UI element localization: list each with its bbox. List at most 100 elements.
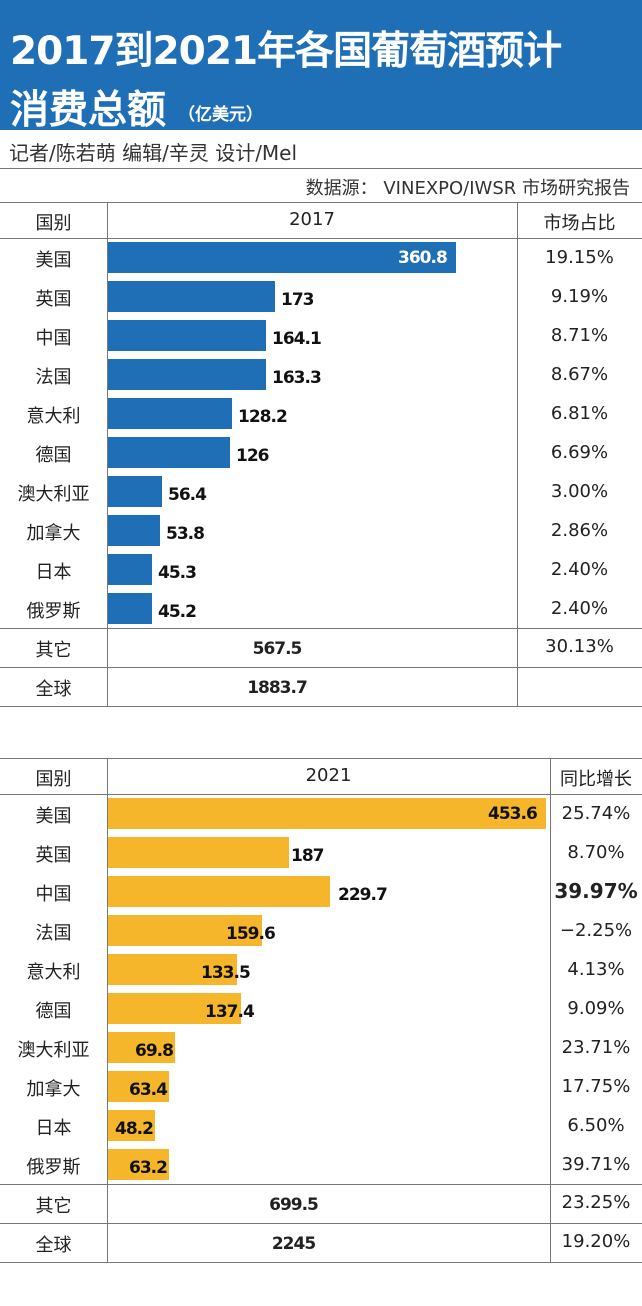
bar-2017 (108, 281, 275, 312)
bar-2017 (108, 554, 152, 585)
bar-2017 (108, 359, 266, 390)
table-row-line (0, 706, 642, 707)
country-label: 俄罗斯 (26, 601, 81, 622)
divider (0, 168, 642, 169)
extra-value: 8.67% (550, 364, 609, 385)
extra-value: 8.70% (567, 842, 625, 863)
bar-2017 (108, 593, 152, 624)
bar-value-label: 163.3 (272, 368, 322, 388)
bar-2017 (108, 398, 232, 429)
bar-value-label: 187 (291, 846, 324, 866)
bar-value-label: 229.7 (338, 885, 388, 905)
bar-value-label: 360.8 (398, 248, 448, 268)
country-label: 德国 (35, 1001, 72, 1022)
country-label: 日本 (35, 1118, 72, 1139)
row-total-value: 699.5 (269, 1195, 319, 1215)
row-total-value: 567.5 (252, 639, 303, 659)
bar-value-label: 48.2 (115, 1119, 154, 1139)
title-line-1: 2017到2021年各国葡萄酒预计 (10, 29, 562, 74)
bar-value-label: 53.8 (166, 524, 205, 544)
country-label: 美国 (35, 250, 72, 271)
extra-value: −2.25% (559, 920, 633, 941)
country-label: 意大利 (26, 962, 81, 983)
country-label: 日本 (35, 562, 72, 583)
extra-value: 6.81% (550, 403, 609, 424)
country-label: 中国 (35, 884, 72, 905)
header-year: 2017 (289, 209, 335, 230)
extra-value: 9.19% (550, 286, 609, 307)
extra-value: 2.86% (550, 520, 609, 541)
table-row-line (0, 1223, 642, 1224)
table-col-line (517, 202, 518, 706)
bar-2021 (108, 993, 241, 1024)
bar-value-label: 69.8 (135, 1041, 174, 1061)
country-label: 意大利 (26, 406, 81, 427)
bar-value-label: 128.2 (238, 407, 288, 427)
bar-value-label: 56.4 (168, 485, 207, 505)
row-label: 全球 (35, 679, 72, 700)
row-total-value: 2245 (271, 1234, 316, 1254)
bar-value-label: 453.6 (488, 804, 538, 824)
bar-value-label: 164.1 (272, 329, 322, 349)
bar-2021 (108, 954, 237, 985)
extra-value: 2.40% (550, 559, 609, 580)
header-year: 2021 (305, 765, 352, 786)
extra-value: 9.09% (567, 998, 625, 1019)
row-total-value: 1883.7 (247, 678, 308, 698)
country-label: 加拿大 (26, 523, 81, 544)
row-extra-value: 23.25% (561, 1192, 631, 1213)
title-banner: 2017到2021年各国葡萄酒预计 消费总额 （亿美元） (0, 0, 642, 133)
country-label: 德国 (35, 445, 72, 466)
extra-value: 3.00% (550, 481, 609, 502)
row-label: 其它 (35, 640, 72, 661)
bar-value-label: 63.4 (129, 1080, 168, 1100)
table-top-line (0, 202, 642, 203)
bar-2021 (108, 1149, 169, 1180)
extra-value: 4.13% (567, 959, 625, 980)
credits: 记者/陈若萌 编辑/辛灵 设计/Mel (9, 141, 298, 165)
table-header-line (0, 238, 642, 239)
bar-value-label: 137.4 (205, 1002, 255, 1022)
extra-value: 39.71% (561, 1154, 631, 1175)
row-extra-value: 30.13% (545, 636, 614, 657)
bar-value-label: 133.5 (201, 963, 251, 983)
bar-value-label: 159.6 (226, 924, 276, 944)
country-label: 法国 (35, 923, 72, 944)
unit-label: （亿美元） (178, 105, 264, 125)
country-label: 俄罗斯 (26, 1157, 81, 1178)
bar-2021 (108, 1032, 175, 1063)
table-col-line (107, 758, 108, 1262)
country-label: 英国 (35, 289, 72, 310)
table-top-line (0, 758, 642, 759)
source-note: 数据源： VINEXPO/IWSR 市场研究报告 (305, 178, 630, 199)
bar-2021 (108, 798, 546, 829)
bar-value-label: 63.2 (129, 1158, 168, 1178)
table-col-line (550, 758, 551, 1262)
bar-2017 (108, 320, 266, 351)
country-label: 法国 (35, 367, 72, 388)
extra-value: 17.75% (561, 1076, 631, 1097)
bar-2021 (108, 915, 262, 946)
title-line-2: 消费总额 （亿美元） (10, 79, 263, 135)
bar-value-label: 45.3 (158, 563, 197, 583)
bar-2017 (108, 242, 456, 273)
bar-2021 (108, 837, 289, 868)
table-row-line (0, 667, 642, 668)
extra-value: 39.97% (554, 879, 638, 903)
country-label: 澳大利亚 (17, 484, 90, 505)
country-label: 加拿大 (26, 1079, 81, 1100)
bar-2021 (108, 1110, 155, 1141)
extra-value: 19.15% (545, 247, 614, 268)
bar-value-label: 173 (281, 290, 314, 310)
bar-2017 (108, 515, 160, 546)
row-extra-value: 19.20% (561, 1231, 631, 1252)
header-country: 国别 (35, 213, 72, 234)
title-line-2-text: 消费总额 (10, 88, 167, 133)
bar-2021 (108, 876, 330, 907)
header-extra: 市场占比 (543, 213, 616, 234)
bar-2017 (108, 476, 162, 507)
row-label: 全球 (35, 1235, 72, 1256)
extra-value: 25.74% (561, 803, 631, 824)
bar-value-label: 45.2 (158, 602, 197, 622)
country-label: 澳大利亚 (17, 1040, 90, 1061)
